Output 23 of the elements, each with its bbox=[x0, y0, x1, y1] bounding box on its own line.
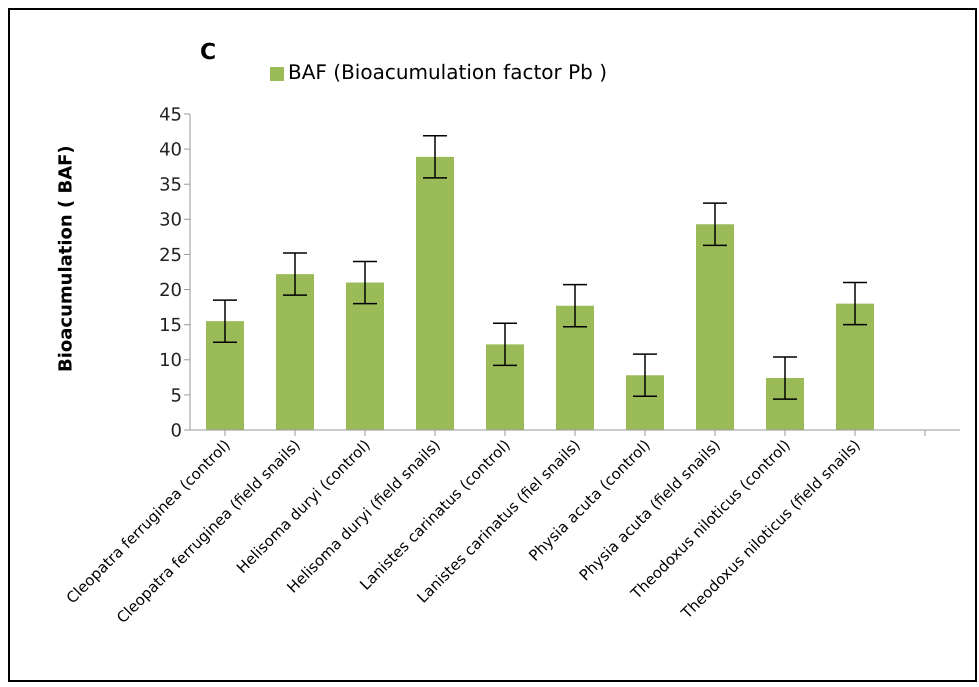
chart-title: C bbox=[200, 40, 216, 65]
legend-label: BAF (Bioacumulation factor Pb ) bbox=[288, 60, 608, 84]
y-tick-label: 45 bbox=[159, 104, 182, 126]
y-tick-label: 5 bbox=[170, 385, 182, 406]
y-tick-label: 10 bbox=[159, 350, 182, 372]
bar bbox=[556, 306, 594, 430]
bar bbox=[626, 375, 664, 430]
bar bbox=[416, 156, 454, 430]
y-tick-label: 25 bbox=[159, 244, 182, 266]
bar bbox=[486, 344, 524, 430]
y-axis-title: Bioacumulation ( BAF) bbox=[55, 145, 76, 372]
y-tick-label: 30 bbox=[159, 210, 182, 231]
bar bbox=[346, 282, 384, 430]
y-tick-label: 0 bbox=[170, 420, 182, 442]
bar bbox=[206, 321, 244, 430]
bar bbox=[766, 378, 804, 430]
bar bbox=[276, 274, 314, 430]
y-tick-label: 15 bbox=[159, 315, 182, 336]
bar bbox=[696, 224, 734, 430]
y-tick-label: 20 bbox=[159, 280, 182, 301]
y-tick-label: 35 bbox=[159, 174, 182, 196]
y-tick-label: 40 bbox=[159, 140, 182, 160]
bar bbox=[836, 304, 874, 430]
